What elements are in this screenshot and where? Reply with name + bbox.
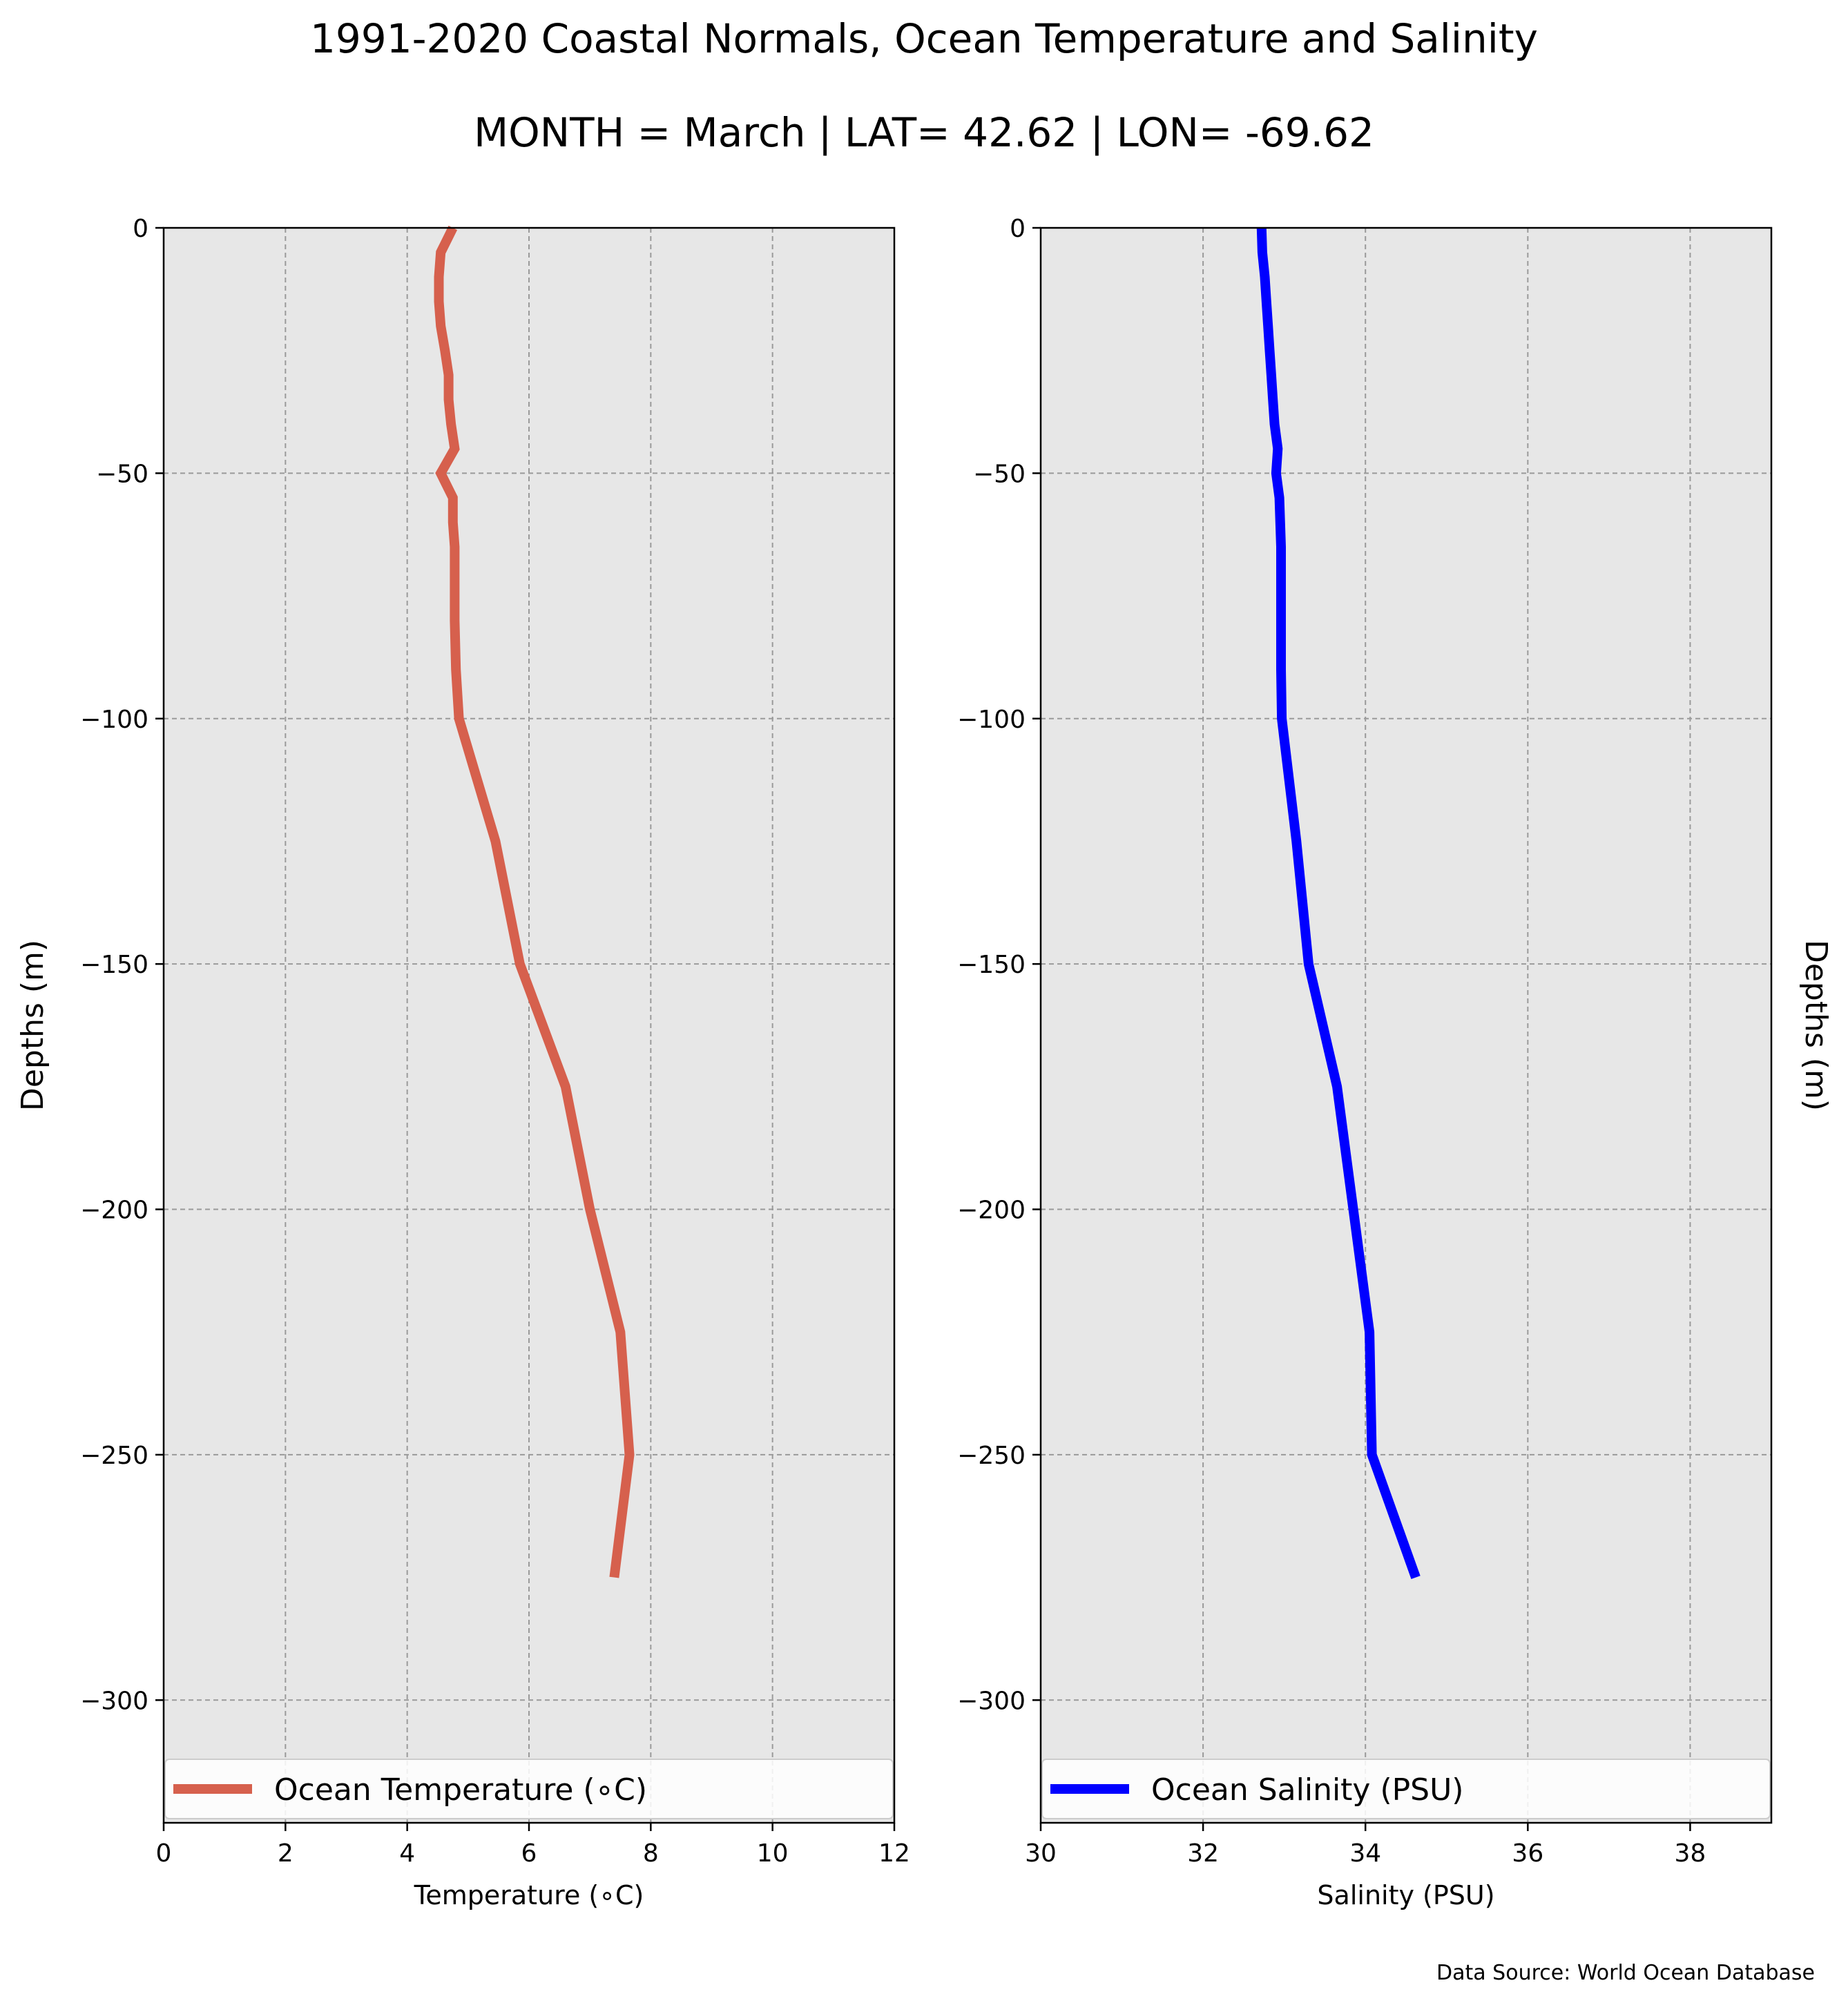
panel-2-x-tick-label: 36 — [1512, 1839, 1543, 1868]
panel-1-y-tick-label: −100 — [80, 706, 148, 734]
panel-2-plot-frame — [1039, 226, 1773, 1824]
panel-1-x-tick-label: 12 — [878, 1839, 910, 1868]
panel-2-plot-background — [1041, 228, 1771, 1823]
chart-title: 1991-2020 Coastal Normals, Ocean Tempera… — [310, 15, 1538, 62]
panel-1-x-tick-label: 6 — [521, 1839, 537, 1868]
panel-1-x-tick-label: 0 — [156, 1839, 172, 1868]
panel-1-y-tick-label: −200 — [80, 1197, 148, 1225]
panel-2-x-tick-label: 34 — [1349, 1839, 1381, 1868]
panel-1: Ocean Temperature (∘C) 0 2 4 6 8 10 12 0 −50 −100 −… — [15, 215, 910, 1910]
panel-2-series-line-1 — [1256, 227, 1421, 1579]
panel-2-y-tick-label: −250 — [957, 1442, 1026, 1470]
panel-1-series-line-1 — [434, 225, 635, 1578]
panel-2-y-axis-label: Depths (m) — [1798, 940, 1833, 1111]
panel-1-legend-box — [164, 1759, 894, 1819]
panel-1-legend-label: Ocean Temperature (∘C) — [274, 1772, 647, 1808]
panel-2-y-tick-label: −300 — [957, 1687, 1026, 1715]
panel-1-x-tick-label: 4 — [399, 1839, 415, 1868]
panel-2-x-tick-label: 30 — [1025, 1839, 1057, 1868]
panel-2-y-tick-label: −50 — [973, 460, 1026, 488]
panel-2: Ocean Salinity (PSU) 30 32 34 36 38 0 −50 −100 −1… — [957, 215, 1833, 1910]
panel-2-x-tick-label: 38 — [1675, 1839, 1706, 1868]
panel-2-y-tick-label: 0 — [1010, 215, 1026, 243]
panel-2-y-tick-label: −200 — [957, 1197, 1026, 1225]
panel-2-legend-box — [1041, 1759, 1771, 1819]
panel-2-legend-label: Ocean Salinity (PSU) — [1151, 1772, 1463, 1808]
data-source-note: Data Source: World Ocean Database — [1436, 1961, 1815, 1985]
panel-1-x-axis-label: Temperature (∘C) — [414, 1880, 644, 1910]
panel-1-y-tick-label: −50 — [96, 460, 148, 488]
panel-2-y-tick-label: −150 — [957, 951, 1026, 979]
panel-2-x-tick-label: 32 — [1187, 1839, 1219, 1868]
panel-1-x-tick-label: 8 — [643, 1839, 659, 1868]
chart-subtitle: MONTH = March | LAT= 42.62 | LON= -69.62 — [474, 109, 1374, 156]
panel-1-y-tick-label: −250 — [80, 1442, 148, 1470]
panel-1-x-tick-label: 2 — [278, 1839, 293, 1868]
panel-1-y-tick-label: −300 — [80, 1687, 148, 1715]
panel-2-y-tick-label: −100 — [957, 706, 1026, 734]
panel-1-y-tick-label: 0 — [133, 215, 148, 243]
panel-1-y-tick-label: −150 — [80, 951, 148, 979]
panel-1-y-axis-label: Depths (m) — [15, 940, 50, 1111]
panel-1-x-tick-label: 10 — [757, 1839, 789, 1868]
panel-2-x-axis-label: Salinity (PSU) — [1317, 1880, 1494, 1910]
